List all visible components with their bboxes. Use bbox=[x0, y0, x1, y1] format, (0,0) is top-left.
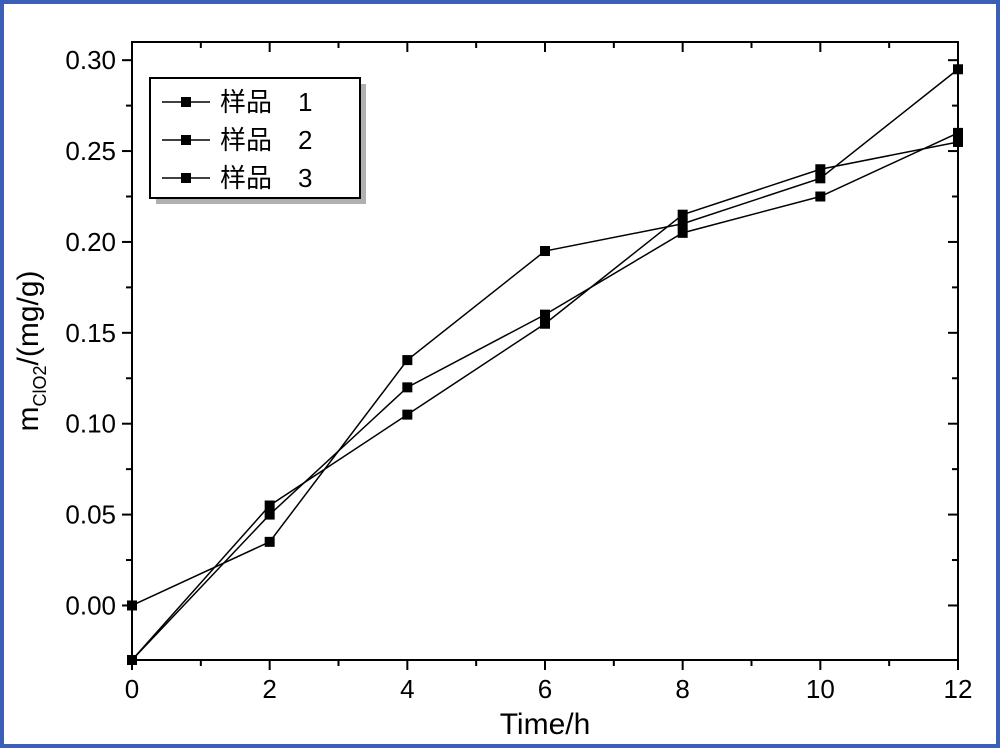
svg-text:样品 3: 样品 3 bbox=[220, 163, 312, 193]
chart-svg: 0 2 4 6 8 10 12 0.00 0.05 0.10 0.15 0.20 0.25 0.30 Tim… bbox=[0, 0, 1000, 748]
svg-text:8: 8 bbox=[675, 674, 689, 704]
svg-text:12: 12 bbox=[944, 674, 973, 704]
svg-text:样品 1: 样品 1 bbox=[220, 87, 312, 117]
svg-text:mClO2/(mg/g): mClO2/(mg/g) bbox=[12, 270, 50, 431]
svg-text:0.00: 0.00 bbox=[65, 590, 116, 620]
svg-text:2: 2 bbox=[262, 674, 276, 704]
svg-text:0.05: 0.05 bbox=[65, 500, 116, 530]
svg-text:10: 10 bbox=[806, 674, 835, 704]
svg-text:0.30: 0.30 bbox=[65, 45, 116, 75]
svg-text:Time/h: Time/h bbox=[500, 708, 591, 741]
svg-text:0.15: 0.15 bbox=[65, 318, 116, 348]
svg-text:0.10: 0.10 bbox=[65, 409, 116, 439]
svg-text:0.25: 0.25 bbox=[65, 136, 116, 166]
svg-text:0: 0 bbox=[125, 674, 139, 704]
chart-container: 0 2 4 6 8 10 12 0.00 0.05 0.10 0.15 0.20 0.25 0.30 Tim… bbox=[0, 0, 1000, 748]
svg-text:0.20: 0.20 bbox=[65, 227, 116, 257]
svg-text:6: 6 bbox=[538, 674, 552, 704]
svg-text:样品 2: 样品 2 bbox=[220, 125, 312, 155]
svg-text:4: 4 bbox=[400, 674, 414, 704]
